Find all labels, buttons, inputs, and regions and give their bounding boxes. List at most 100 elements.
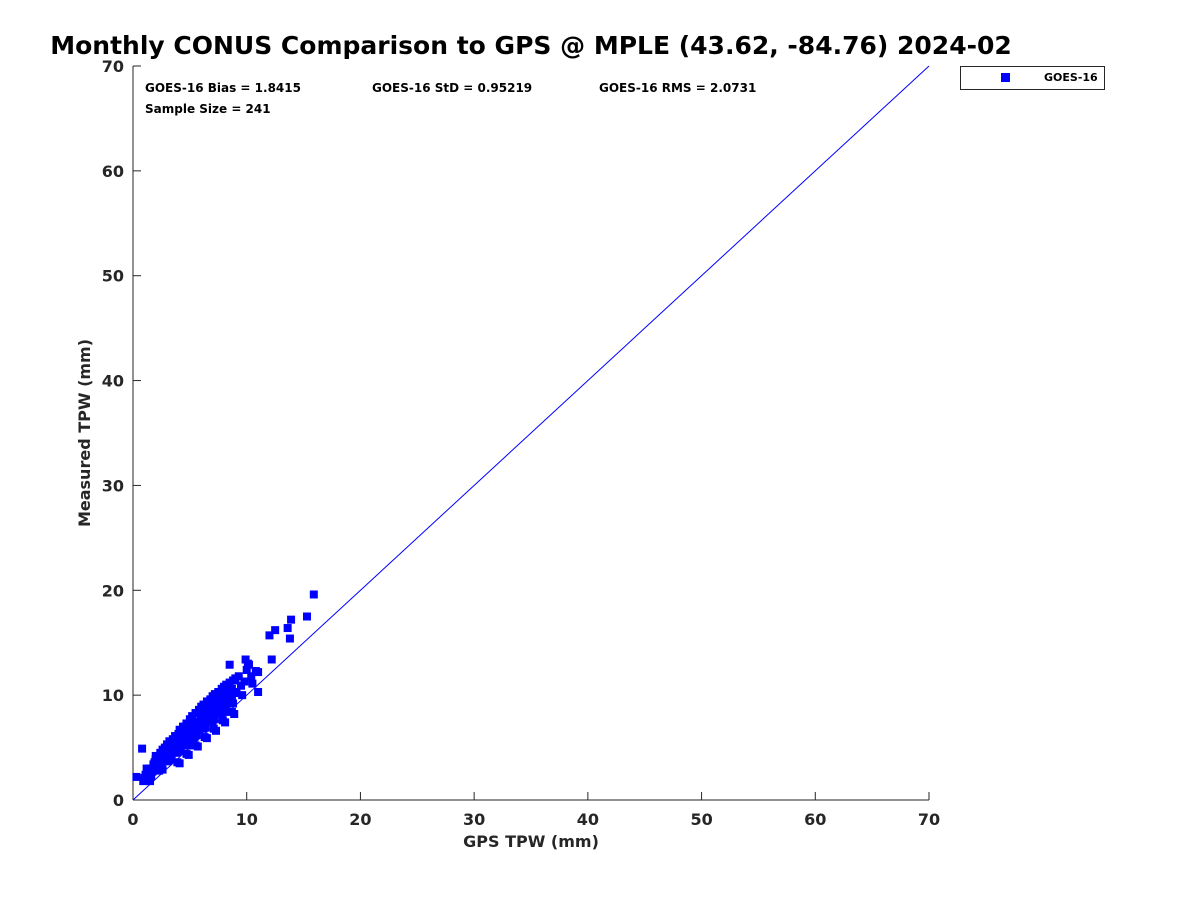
y-tick-label: 50 xyxy=(102,267,124,286)
data-point xyxy=(143,772,152,781)
y-tick-label: 30 xyxy=(102,476,124,495)
data-point xyxy=(138,744,147,753)
data-point xyxy=(212,706,221,715)
data-point xyxy=(175,741,184,750)
one-to-one-reference-line xyxy=(132,65,930,801)
stat-rms: GOES-16 RMS = 2.0731 xyxy=(599,81,756,95)
x-tick-label: 0 xyxy=(127,810,138,829)
data-point xyxy=(225,683,234,692)
data-point xyxy=(132,772,141,781)
data-point xyxy=(302,612,311,621)
data-point xyxy=(254,687,263,696)
data-point xyxy=(248,679,257,688)
legend-marker-goes16 xyxy=(1001,73,1010,82)
data-point xyxy=(225,660,234,669)
data-point xyxy=(267,655,276,664)
data-point xyxy=(198,722,207,731)
data-point xyxy=(207,714,216,723)
y-axis-label: Measured TPW (mm) xyxy=(75,339,94,527)
stat-sample-size: Sample Size = 241 xyxy=(145,102,271,116)
y-tick-label: 10 xyxy=(102,686,124,705)
y-axis-ticks: 0 10 20 30 40 50 60 70 xyxy=(102,57,141,810)
data-point xyxy=(166,749,175,758)
data-point xyxy=(179,728,188,737)
data-point xyxy=(209,724,218,733)
y-tick-label: 70 xyxy=(102,57,124,76)
y-tick-label: 0 xyxy=(113,791,124,810)
data-point xyxy=(232,689,241,698)
x-tick-label: 20 xyxy=(349,810,371,829)
legend-box xyxy=(960,66,1105,90)
stat-bias: GOES-16 Bias = 1.8415 xyxy=(145,81,301,95)
data-point xyxy=(160,746,169,755)
data-point xyxy=(216,705,225,714)
x-tick-label: 10 xyxy=(236,810,258,829)
data-point xyxy=(218,716,227,725)
data-point xyxy=(169,737,178,746)
data-point xyxy=(202,715,211,724)
data-point xyxy=(200,733,209,742)
data-point xyxy=(219,689,228,698)
data-point xyxy=(191,741,200,750)
stat-std: GOES-16 StD = 0.95219 xyxy=(372,81,532,95)
data-point xyxy=(151,751,160,760)
data-point xyxy=(184,733,193,742)
x-tick-label: 60 xyxy=(804,810,826,829)
x-tick-label: 50 xyxy=(690,810,712,829)
x-tick-label: 40 xyxy=(577,810,599,829)
legend-label-goes16: GOES-16 xyxy=(1044,71,1098,84)
goes16-data-points xyxy=(132,590,318,786)
data-point xyxy=(188,719,197,728)
x-axis-ticks: 0 10 20 30 40 50 60 70 xyxy=(127,792,940,829)
data-point xyxy=(237,681,246,690)
data-point xyxy=(309,590,318,599)
data-point xyxy=(221,697,230,706)
data-point xyxy=(151,760,160,769)
data-point xyxy=(247,672,256,681)
data-point xyxy=(271,626,280,635)
data-point xyxy=(224,689,233,698)
x-tick-label: 30 xyxy=(463,810,485,829)
data-point xyxy=(163,740,172,749)
data-point xyxy=(189,730,198,739)
chart-title: Monthly CONUS Comparison to GPS @ MPLE (… xyxy=(50,31,1012,60)
x-axis-label: GPS TPW (mm) xyxy=(463,832,599,851)
data-point xyxy=(159,750,168,759)
data-point xyxy=(283,624,292,633)
data-point xyxy=(161,756,170,765)
data-point xyxy=(152,764,161,773)
data-point xyxy=(241,655,250,664)
data-point xyxy=(238,691,247,700)
data-point xyxy=(139,777,148,786)
data-point xyxy=(146,777,155,786)
data-point xyxy=(157,759,166,768)
data-point xyxy=(180,739,189,748)
data-point xyxy=(285,634,294,643)
data-point xyxy=(265,631,274,640)
data-point xyxy=(234,672,243,681)
data-point xyxy=(182,719,191,728)
data-point xyxy=(287,615,296,624)
y-tick-label: 60 xyxy=(102,162,124,181)
data-point xyxy=(168,743,177,752)
data-point xyxy=(197,714,206,723)
data-point xyxy=(171,747,180,756)
data-point xyxy=(148,767,157,776)
data-point xyxy=(182,749,191,758)
data-point xyxy=(243,659,252,668)
y-tick-label: 40 xyxy=(102,372,124,391)
y-tick-label: 20 xyxy=(102,581,124,600)
data-point xyxy=(227,707,236,716)
data-point xyxy=(206,702,215,711)
data-point xyxy=(254,668,263,677)
data-point xyxy=(173,758,182,767)
data-point xyxy=(215,693,224,702)
data-point xyxy=(142,764,151,773)
data-point xyxy=(174,732,183,741)
data-point xyxy=(229,699,238,708)
x-tick-label: 70 xyxy=(918,810,940,829)
data-point xyxy=(185,723,194,732)
data-point xyxy=(193,723,202,732)
data-point xyxy=(242,665,251,674)
